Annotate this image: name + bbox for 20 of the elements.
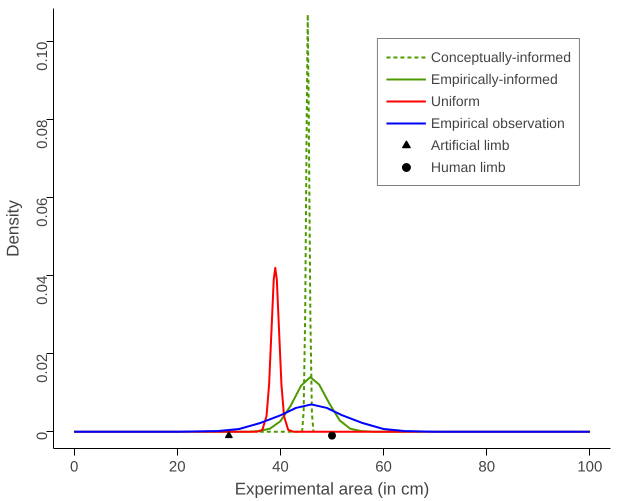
x-tick-label: 80	[478, 458, 496, 476]
y-tick-label: 0.04	[34, 276, 51, 305]
x-tick-label: 20	[168, 458, 186, 476]
y-tick-label: 0	[34, 432, 51, 440]
legend-label: Empirical observation	[430, 115, 565, 131]
y-tick-label: 0.10	[34, 42, 51, 71]
y-tick-label: 0.06	[34, 198, 51, 227]
y-tick-label: 0.08	[34, 120, 51, 149]
legend-label: Conceptually-informed	[430, 49, 571, 65]
x-tick-label: 40	[272, 458, 289, 476]
x-tick-label: 100	[577, 458, 602, 476]
x-tick-label: 0	[70, 458, 78, 476]
legend-label: Artificial limb	[430, 137, 510, 153]
y-tick-label: 0.02	[34, 354, 51, 383]
legend-label: Empirically-informed	[430, 71, 558, 87]
legend-label: Uniform	[430, 93, 480, 109]
y-axis-title: Density	[4, 200, 22, 257]
legend-label: Human limb	[430, 159, 506, 175]
x-tick-label: 60	[375, 458, 392, 476]
x-axis-title: Experimental area (in cm)	[234, 480, 430, 498]
